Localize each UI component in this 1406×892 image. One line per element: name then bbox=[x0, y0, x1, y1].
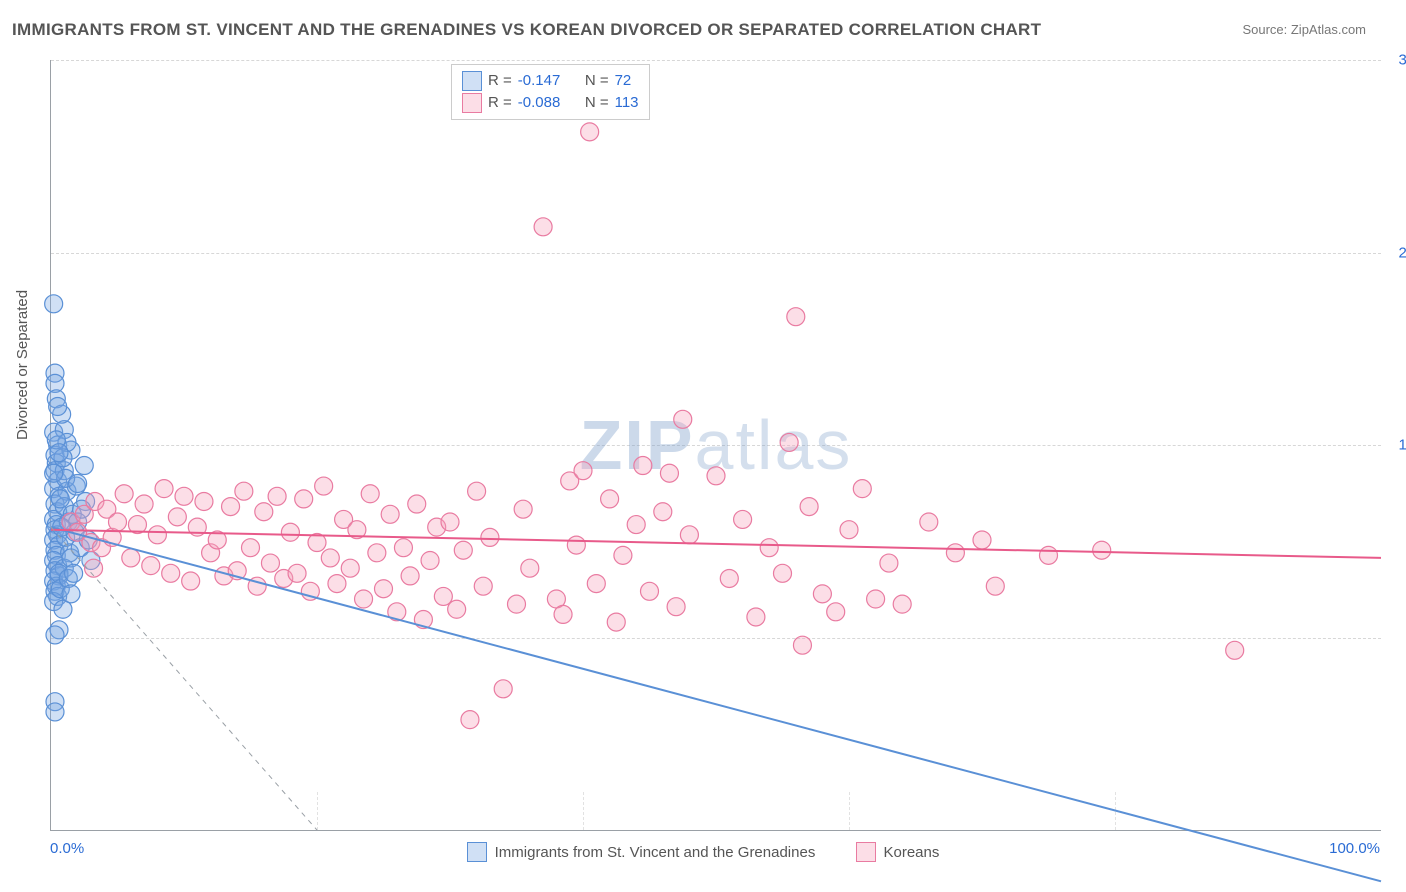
stats-legend: R = -0.147 N = 72 R = -0.088 N = 113 bbox=[451, 64, 650, 120]
ytick-15: 15.0% bbox=[1386, 437, 1406, 454]
legend-swatch-kor-icon bbox=[856, 842, 876, 862]
stats-row-svg: R = -0.147 N = 72 bbox=[462, 70, 639, 92]
ytick-7-5: 7.5% bbox=[1386, 629, 1406, 646]
y-axis-label: Divorced or Separated bbox=[14, 290, 31, 440]
n-label-2: N = bbox=[585, 92, 609, 114]
legend-label-svg: Immigrants from St. Vincent and the Gren… bbox=[495, 844, 816, 861]
ytick-30: 30.0% bbox=[1386, 52, 1406, 69]
ytick-22-5: 22.5% bbox=[1386, 244, 1406, 261]
legend-swatch-svg-icon bbox=[467, 842, 487, 862]
n-label: N = bbox=[585, 70, 609, 92]
stats-row-kor: R = -0.088 N = 113 bbox=[462, 92, 639, 114]
scatter-svg bbox=[51, 60, 1381, 830]
series-legend: Immigrants from St. Vincent and the Gren… bbox=[0, 842, 1406, 886]
plot-area: 30.0% 22.5% 15.0% 7.5% ZIPatlas R = -0.1… bbox=[50, 60, 1381, 831]
swatch-svg-icon bbox=[462, 71, 482, 91]
chart-title: IMMIGRANTS FROM ST. VINCENT AND THE GREN… bbox=[12, 20, 1041, 40]
r-label-2: R = bbox=[488, 92, 512, 114]
n-value-kor: 113 bbox=[615, 92, 639, 114]
legend-item-kor: Koreans bbox=[856, 842, 940, 862]
swatch-kor-icon bbox=[462, 93, 482, 113]
source-label: Source: ZipAtlas.com bbox=[1242, 22, 1366, 37]
r-label: R = bbox=[488, 70, 512, 92]
r-value-svg: -0.147 bbox=[518, 70, 561, 92]
chart-frame: IMMIGRANTS FROM ST. VINCENT AND THE GREN… bbox=[0, 0, 1406, 892]
r-value-kor: -0.088 bbox=[518, 92, 561, 114]
legend-label-kor: Koreans bbox=[884, 844, 940, 861]
n-value-svg: 72 bbox=[615, 70, 632, 92]
legend-item-svg: Immigrants from St. Vincent and the Gren… bbox=[467, 842, 816, 862]
